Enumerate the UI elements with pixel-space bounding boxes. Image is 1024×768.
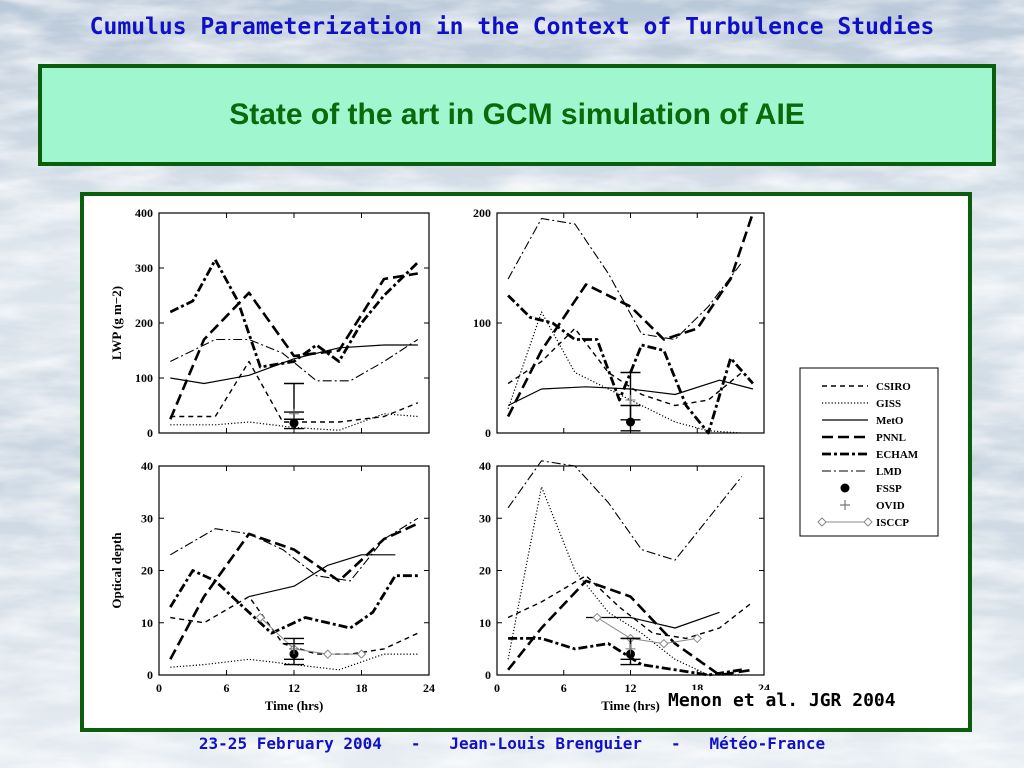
legend-isccp-marker xyxy=(863,517,873,527)
y-tick-label: 200 xyxy=(135,316,153,330)
x-tick-label: 24 xyxy=(423,681,435,695)
footer-date: 23-25 February 2004 xyxy=(198,734,382,753)
y-tick-label: 400 xyxy=(135,206,153,220)
isccp-point xyxy=(592,612,602,623)
legend-label-ovid: OVID xyxy=(876,500,905,512)
series-line-lmd xyxy=(507,217,743,341)
y-tick-label: 0 xyxy=(485,426,491,440)
footer-author: Jean-Louis Brenguier xyxy=(449,734,643,753)
y-tick-label: 100 xyxy=(135,371,153,385)
y-tick-label: 0 xyxy=(147,668,153,682)
series-line-meto xyxy=(586,611,720,629)
x-tick-label: 12 xyxy=(288,681,300,695)
footer-organization: Météo-France xyxy=(709,734,826,753)
x-tick-label: 12 xyxy=(625,681,637,695)
legend-label-fssp: FSSP xyxy=(876,483,902,495)
series-line-isccp xyxy=(259,617,362,655)
series-line-giss xyxy=(170,413,418,431)
x-tick-label: 0 xyxy=(156,681,162,695)
series-line-isccp xyxy=(596,617,698,645)
y-axis-label: Optical depth xyxy=(109,532,124,609)
slide-title: State of the art in GCM simulation of AI… xyxy=(229,98,805,131)
footer: 23-25 February 2004 - Jean-Louis Brengui… xyxy=(0,734,1024,753)
series-line-pnnl xyxy=(169,522,419,660)
series-line-pnnl xyxy=(169,272,419,420)
x-tick-label: 0 xyxy=(494,681,500,695)
series-line-pnnl xyxy=(506,212,755,418)
y-tick-label: 20 xyxy=(141,564,153,578)
series-line-csiro xyxy=(507,575,754,640)
y-tick-label: 0 xyxy=(147,426,153,440)
series-line-pnnl xyxy=(507,579,754,677)
isccp-point xyxy=(356,649,367,659)
legend-label-isccp: ISCCP xyxy=(876,517,909,529)
series-line-lmd xyxy=(170,517,419,582)
legend-label-pnnl: PNNL xyxy=(876,432,906,444)
series-line-echam xyxy=(169,258,419,369)
legend-label-meto: MetO xyxy=(876,415,904,427)
y-tick-label: 40 xyxy=(479,459,491,473)
slide-title-banner: State of the art in GCM simulation of AI… xyxy=(38,64,996,166)
x-tick-label: 6 xyxy=(561,681,567,695)
ovid-point xyxy=(625,395,636,405)
legend-label-echam: ECHAM xyxy=(876,449,919,461)
presentation-title: Cumulus Parameterization in the Context … xyxy=(89,14,935,40)
series-line-echam xyxy=(169,569,418,635)
series-line-csiro xyxy=(170,360,419,423)
series-line-csiro xyxy=(507,327,743,407)
series-line-lmd xyxy=(507,460,743,561)
ovid-point xyxy=(289,408,299,419)
legend-label-lmd: LMD xyxy=(876,466,902,478)
y-tick-label: 30 xyxy=(141,511,153,525)
series-line-echam xyxy=(508,636,743,677)
legend-label-giss: GISS xyxy=(876,398,901,410)
series-line-giss xyxy=(507,311,742,434)
y-tick-label: 10 xyxy=(141,616,153,630)
y-tick-label: 10 xyxy=(479,616,491,630)
y-tick-label: 100 xyxy=(473,316,491,330)
ovid-point xyxy=(625,643,636,654)
y-tick-label: 30 xyxy=(479,511,491,525)
y-axis-label: LWP (g m−2) xyxy=(109,286,124,360)
series-line-lmd xyxy=(170,338,419,382)
y-tick-label: 20 xyxy=(479,564,491,578)
legend-box xyxy=(799,367,939,537)
legend-swatch-ovid xyxy=(840,500,850,510)
footer-separator: - xyxy=(670,734,681,753)
chart-legend: CSIRO GISS MetO PNNL ECHAM LMD FSSP OVID ISCCP xyxy=(799,367,939,537)
chart-panel-lwp-left: 0 100 200 300 400 LWP (g m−2) xyxy=(109,206,430,440)
isccp-point xyxy=(659,638,669,649)
ovid-point xyxy=(289,643,299,654)
legend-label-csiro: CSIRO xyxy=(876,381,911,393)
series-line-meto xyxy=(248,554,396,598)
fssp-point xyxy=(289,418,299,428)
isccp-point xyxy=(255,612,265,623)
series-line-meto xyxy=(170,344,418,385)
chart-panel-lwp-right: 0 100 200 xyxy=(473,206,765,440)
footer-separator: - xyxy=(410,734,421,753)
figure-frame: 0 100 200 300 400 LWP (g m−2) 0 100 200 0 10 20 30 40… xyxy=(80,192,972,732)
series-line-giss xyxy=(507,486,742,676)
y-tick-label: 300 xyxy=(135,261,153,275)
citation: Menon et al. JGR 2004 xyxy=(668,690,896,711)
chart-panel-tau-left: 0 10 20 30 40 0 6 12 18 24 Time (hrs) Optical depth xyxy=(109,459,435,713)
x-tick-label: 6 xyxy=(224,681,230,695)
legend-swatch-fssp xyxy=(840,483,850,493)
x-axis-label: Time (hrs) xyxy=(601,698,660,713)
isccp-point xyxy=(323,649,333,659)
y-tick-label: 40 xyxy=(141,459,153,473)
y-tick-label: 0 xyxy=(485,668,491,682)
legend-isccp-marker xyxy=(817,517,827,527)
x-tick-label: 18 xyxy=(356,681,368,695)
y-tick-label: 200 xyxy=(473,206,491,220)
x-axis-label: Time (hrs) xyxy=(265,698,324,713)
isccp-point xyxy=(692,633,702,644)
